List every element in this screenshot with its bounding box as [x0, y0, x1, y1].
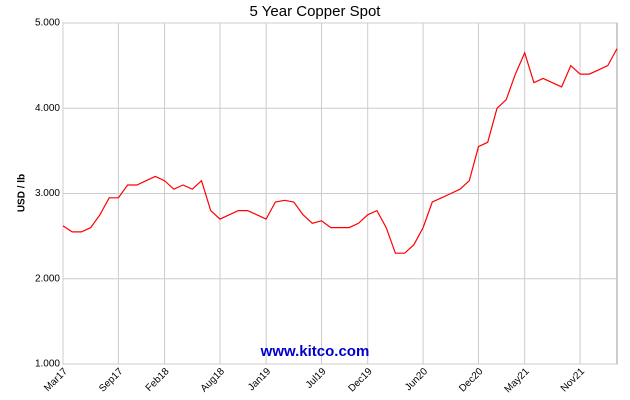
- x-tick-label: Nov21: [559, 366, 588, 395]
- chart-title: 5 Year Copper Spot: [250, 3, 382, 20]
- x-tick-label: Jun20: [403, 366, 430, 393]
- x-tick-label: Feb18: [144, 366, 172, 394]
- x-tick-label: Jul19: [304, 366, 329, 391]
- y-tick-label: 3.000: [35, 188, 60, 199]
- y-axis-label: USD / lb: [17, 174, 28, 212]
- x-tick-label: Jan19: [246, 366, 273, 393]
- watermark: www.kitco.com: [260, 343, 370, 360]
- x-tick-label: Mar17: [42, 366, 70, 394]
- price-line: [62, 48, 618, 254]
- y-tick-label: 1.000: [35, 359, 60, 370]
- x-tick-label: May21: [503, 366, 532, 395]
- y-tick-label: 5.000: [35, 18, 60, 29]
- x-tick-label: Dec20: [457, 366, 486, 395]
- y-tick-label: 2.000: [35, 273, 60, 284]
- y-tick-label: 4.000: [35, 103, 60, 114]
- x-tick-label: Aug18: [199, 366, 228, 395]
- x-tick-label: Dec19: [346, 366, 375, 395]
- x-tick-label: Sep17: [97, 366, 126, 395]
